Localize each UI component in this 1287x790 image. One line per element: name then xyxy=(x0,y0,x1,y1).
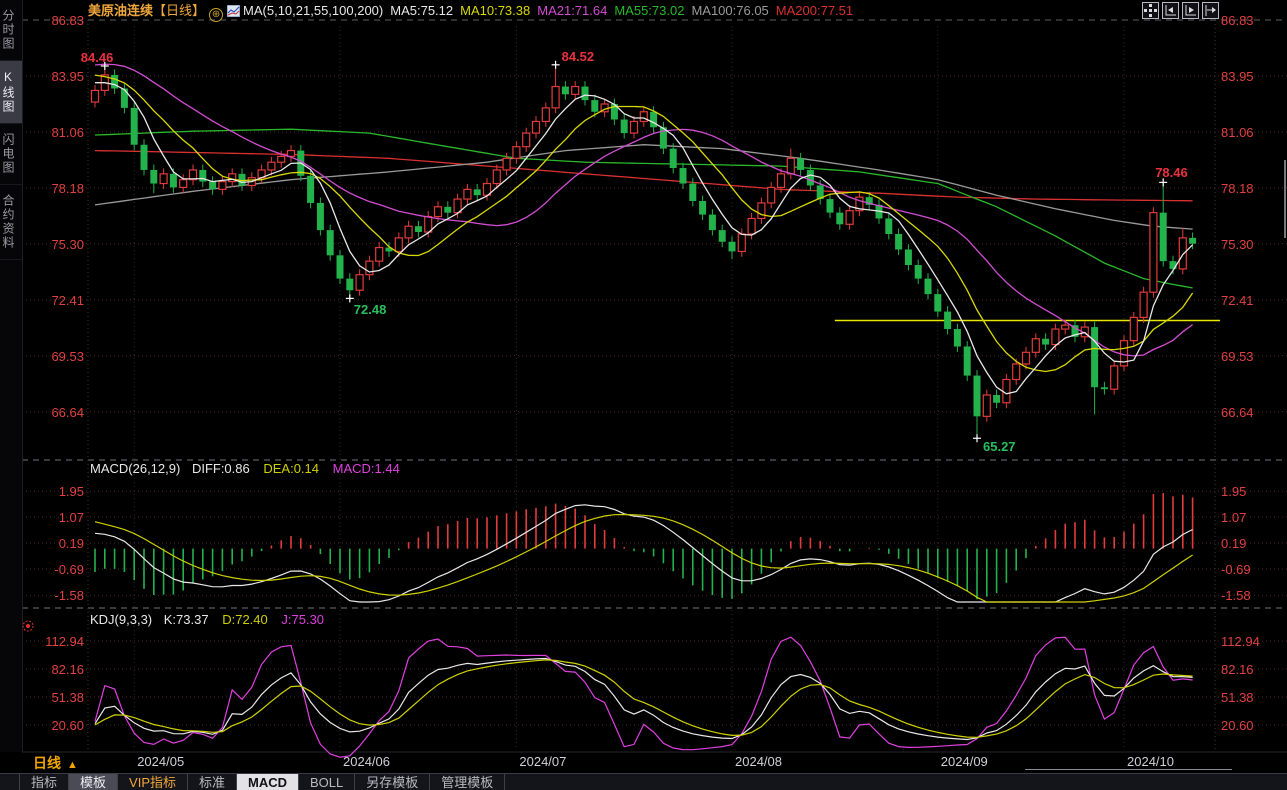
toolbar-tab-BOLL[interactable]: BOLL xyxy=(299,774,356,790)
toolbar-tab-另存模板[interactable]: 另存模板 xyxy=(355,774,431,790)
macd-panel-header: MACD(26,12,9) DIFF:0.86 DEA:0.14 MACD:1.… xyxy=(90,461,400,476)
sidebar-tab-K线图[interactable]: K线图 xyxy=(0,61,22,124)
macd-histogram xyxy=(94,493,1194,600)
pan-right-icon[interactable] xyxy=(1202,2,1219,19)
sidebar-tab-闪电图[interactable]: 闪电图 xyxy=(0,124,22,185)
expand-axis-icon[interactable] xyxy=(1182,2,1199,19)
ma-value-label: MA55:73.02 xyxy=(614,3,685,18)
ma-value-label: MA100:76.05 xyxy=(691,3,769,18)
ma21-line xyxy=(94,63,1193,357)
period-selector-button[interactable]: 日线 ▲ xyxy=(33,753,78,773)
macd-diff-line xyxy=(94,504,1193,603)
ma55-line xyxy=(94,128,1193,289)
ma-setting-label: MA(5,10,21,55,100,200) xyxy=(243,3,384,18)
period-label: 日线 xyxy=(33,755,61,771)
kdj-d-value: D:72.40 xyxy=(222,612,268,627)
ma-value-label: MA21:71.64 xyxy=(537,3,608,18)
indicator-target-icon[interactable] xyxy=(22,619,34,632)
toolbar-tab-模板[interactable]: 模板 xyxy=(69,774,119,790)
toolbar-tab-VIP指标[interactable]: VIP指标 xyxy=(118,774,188,790)
candlestick-layer xyxy=(90,64,1197,439)
macd-diff-value: DIFF:0.86 xyxy=(191,461,250,476)
chart-header: 美原油连续【日线】 ⊕ MA(5,10,21,55,100,200) MA5:75.1… xyxy=(26,0,860,22)
period-arrow-icon: ▲ xyxy=(67,759,78,771)
toolbar-tab-管理模板[interactable]: 管理模板 xyxy=(430,774,506,790)
macd-dea-value: DEA:0.14 xyxy=(263,461,320,476)
mini-chart-icon[interactable] xyxy=(226,2,241,23)
compress-axis-icon[interactable] xyxy=(1162,2,1179,19)
ma-values: MA5:75.12 MA10:73.38 MA21:71.64 MA55:73.02 M… xyxy=(390,3,860,18)
move-crosshair-icon[interactable] xyxy=(1142,2,1159,19)
left-tab-bar: 分时图 K线图 闪电图 合约资料 xyxy=(0,0,23,752)
horizontal-scrollbar-thumb[interactable] xyxy=(1025,769,1232,770)
bottom-toolbar: 指标 模板 VIP指标 标准 MACD BOLL 另存模板 管理模板 xyxy=(0,773,1287,790)
kdj-title: KDJ(9,3,3) xyxy=(90,612,153,627)
period-tag: 【日线】 xyxy=(153,3,206,18)
ma5-line xyxy=(95,82,1194,395)
kdj-j-line xyxy=(94,636,1193,758)
macd-title: MACD(26,12,9) xyxy=(90,461,181,476)
kdj-j-value: J:75.30 xyxy=(281,612,325,627)
sidebar-tab-分时图[interactable]: 分时图 xyxy=(0,0,22,61)
symbol-title: 美原油连续 xyxy=(88,3,154,18)
ma100-line xyxy=(94,144,1193,230)
ma-value-label: MA10:73.38 xyxy=(460,3,531,18)
ma-value-label: MA5:75.12 xyxy=(390,3,454,18)
toolbar-tab-指标[interactable]: 指标 xyxy=(19,774,70,790)
ma10-line xyxy=(94,74,1194,373)
kdj-k-line xyxy=(94,657,1193,741)
kdj-d-line xyxy=(94,659,1193,738)
toolbar-tab-标准[interactable]: 标准 xyxy=(188,774,238,790)
macd-macd-value: MACD:1.44 xyxy=(332,461,400,476)
vertical-scrollbar-thumb[interactable] xyxy=(1284,160,1286,238)
ma-value-label: MA200:77.51 xyxy=(775,3,854,18)
toolbar-tab-MACD[interactable]: MACD xyxy=(237,774,300,790)
kdj-panel-header: KDJ(9,3,3) K:73.37 D:72.40 J:75.30 xyxy=(90,612,324,627)
add-indicator-icon[interactable]: ⊕ xyxy=(209,8,224,22)
kdj-k-value: K:73.37 xyxy=(163,612,209,627)
chart-tool-icons xyxy=(1142,2,1219,19)
macd-dea-line xyxy=(94,513,1193,603)
sidebar-tab-合约资料[interactable]: 合约资料 xyxy=(0,185,22,260)
